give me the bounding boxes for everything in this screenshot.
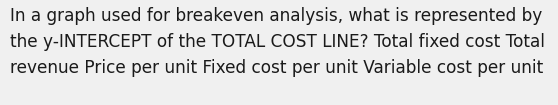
Text: In a graph used for breakeven analysis, what is represented by
the y-INTERCEPT o: In a graph used for breakeven analysis, … [10,7,545,77]
